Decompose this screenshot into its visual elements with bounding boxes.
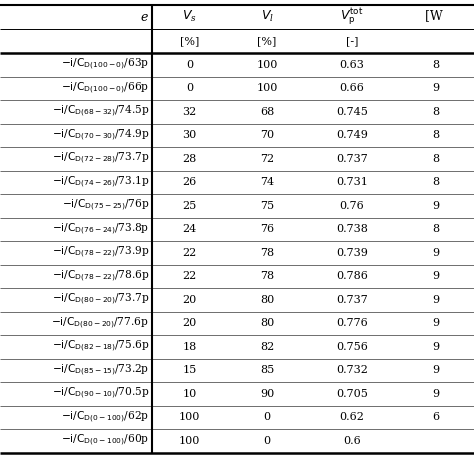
Text: 82: 82 bbox=[260, 342, 274, 352]
Text: $\mathrm{-i/C_{D(0-100)}}$/60p: $\mathrm{-i/C_{D(0-100)}}$/60p bbox=[61, 433, 149, 448]
Text: 74: 74 bbox=[260, 177, 274, 187]
Text: $\mathrm{-i/C_{D(78-22)}}$/73.9p: $\mathrm{-i/C_{D(78-22)}}$/73.9p bbox=[52, 245, 149, 260]
Text: 20: 20 bbox=[182, 295, 197, 305]
Text: 9: 9 bbox=[432, 83, 439, 93]
Text: [%]: [%] bbox=[257, 36, 277, 46]
Text: 85: 85 bbox=[260, 365, 274, 375]
Text: 80: 80 bbox=[260, 318, 274, 328]
Text: $V_\mathregular{s}$: $V_\mathregular{s}$ bbox=[182, 9, 197, 24]
Text: $\mathrm{-i/C_{D(68-32)}}$/74.5p: $\mathrm{-i/C_{D(68-32)}}$/74.5p bbox=[52, 104, 149, 119]
Text: [-]: [-] bbox=[346, 36, 358, 46]
Text: 20: 20 bbox=[182, 318, 197, 328]
Text: 70: 70 bbox=[260, 130, 274, 140]
Text: 9: 9 bbox=[432, 248, 439, 258]
Text: 0.62: 0.62 bbox=[339, 412, 365, 422]
Text: 76: 76 bbox=[260, 224, 274, 234]
Text: 100: 100 bbox=[179, 412, 200, 422]
Text: $V_\mathregular{l}$: $V_\mathregular{l}$ bbox=[261, 9, 273, 24]
Text: 90: 90 bbox=[260, 389, 274, 399]
Text: $\mathrm{-i/C_{D(70-30)}}$/74.9p: $\mathrm{-i/C_{D(70-30)}}$/74.9p bbox=[52, 128, 149, 143]
Text: 0.737: 0.737 bbox=[336, 154, 368, 164]
Text: 0.739: 0.739 bbox=[336, 248, 368, 258]
Text: 8: 8 bbox=[432, 177, 439, 187]
Text: 9: 9 bbox=[432, 365, 439, 375]
Text: 0.66: 0.66 bbox=[339, 83, 365, 93]
Text: $\mathrm{-i/C_{D(74-26)}}$/73.1p: $\mathrm{-i/C_{D(74-26)}}$/73.1p bbox=[52, 174, 149, 190]
Text: 0.6: 0.6 bbox=[343, 436, 361, 446]
Text: 0: 0 bbox=[264, 412, 271, 422]
Text: 0: 0 bbox=[186, 83, 193, 93]
Text: 0.705: 0.705 bbox=[336, 389, 368, 399]
Text: $\mathrm{-i/C_{D(0-100)}}$/62p: $\mathrm{-i/C_{D(0-100)}}$/62p bbox=[61, 410, 149, 425]
Text: $\mathrm{-i/C_{D(82-18)}}$/75.6p: $\mathrm{-i/C_{D(82-18)}}$/75.6p bbox=[52, 339, 149, 355]
Text: 100: 100 bbox=[256, 83, 278, 93]
Text: [W: [W bbox=[425, 9, 446, 22]
Text: 6: 6 bbox=[432, 412, 439, 422]
Text: 78: 78 bbox=[260, 271, 274, 281]
Text: 8: 8 bbox=[432, 107, 439, 117]
Text: 15: 15 bbox=[182, 365, 197, 375]
Text: 0.732: 0.732 bbox=[336, 365, 368, 375]
Text: 22: 22 bbox=[182, 248, 197, 258]
Text: 100: 100 bbox=[256, 60, 278, 70]
Text: $\mathrm{-i/C_{D(75-25)}}$/76p: $\mathrm{-i/C_{D(75-25)}}$/76p bbox=[62, 198, 149, 213]
Text: 0.738: 0.738 bbox=[336, 224, 368, 234]
Text: 18: 18 bbox=[182, 342, 197, 352]
Text: 24: 24 bbox=[182, 224, 197, 234]
Text: $\mathrm{-i/C_{D(80-20)}}$/77.6p: $\mathrm{-i/C_{D(80-20)}}$/77.6p bbox=[51, 316, 149, 331]
Text: 78: 78 bbox=[260, 248, 274, 258]
Text: 8: 8 bbox=[432, 130, 439, 140]
Text: 9: 9 bbox=[432, 389, 439, 399]
Text: 9: 9 bbox=[432, 271, 439, 281]
Text: 26: 26 bbox=[182, 177, 197, 187]
Text: e: e bbox=[141, 10, 148, 24]
Text: $\mathrm{-i/C_{D(76-24)}}$/73.8p: $\mathrm{-i/C_{D(76-24)}}$/73.8p bbox=[52, 221, 149, 237]
Text: 72: 72 bbox=[260, 154, 274, 164]
Text: $\mathrm{-i/C_{D(85-15)}}$/73.2p: $\mathrm{-i/C_{D(85-15)}}$/73.2p bbox=[52, 363, 149, 378]
Text: 28: 28 bbox=[182, 154, 197, 164]
Text: 9: 9 bbox=[432, 318, 439, 328]
Text: 9: 9 bbox=[432, 342, 439, 352]
Text: 30: 30 bbox=[182, 130, 197, 140]
Text: 25: 25 bbox=[182, 201, 197, 211]
Text: $V_\mathrm{p}^\mathrm{tot}$: $V_\mathrm{p}^\mathrm{tot}$ bbox=[340, 6, 364, 27]
Text: 100: 100 bbox=[179, 436, 200, 446]
Text: 68: 68 bbox=[260, 107, 274, 117]
Text: 0.737: 0.737 bbox=[336, 295, 368, 305]
Text: 0.745: 0.745 bbox=[336, 107, 368, 117]
Text: $\mathrm{-i/C_{D(100-0)}}$/66p: $\mathrm{-i/C_{D(100-0)}}$/66p bbox=[61, 81, 149, 96]
Text: 22: 22 bbox=[182, 271, 197, 281]
Text: 0: 0 bbox=[264, 436, 271, 446]
Text: 75: 75 bbox=[260, 201, 274, 211]
Text: 0.63: 0.63 bbox=[339, 60, 365, 70]
Text: 0.786: 0.786 bbox=[336, 271, 368, 281]
Text: 0.776: 0.776 bbox=[336, 318, 368, 328]
Text: 32: 32 bbox=[182, 107, 197, 117]
Text: $\mathrm{-i/C_{D(80-20)}}$/73.7p: $\mathrm{-i/C_{D(80-20)}}$/73.7p bbox=[52, 292, 149, 308]
Text: 9: 9 bbox=[432, 201, 439, 211]
Text: 8: 8 bbox=[432, 60, 439, 70]
Text: 8: 8 bbox=[432, 224, 439, 234]
Text: 0.731: 0.731 bbox=[336, 177, 368, 187]
Text: 10: 10 bbox=[182, 389, 197, 399]
Text: $\mathrm{-i/C_{D(78-22)}}$/78.6p: $\mathrm{-i/C_{D(78-22)}}$/78.6p bbox=[52, 269, 149, 284]
Text: 0: 0 bbox=[186, 60, 193, 70]
Text: 0.76: 0.76 bbox=[340, 201, 365, 211]
Text: 0.756: 0.756 bbox=[336, 342, 368, 352]
Text: 8: 8 bbox=[432, 154, 439, 164]
Text: $\mathrm{-i/C_{D(72-28)}}$/73.7p: $\mathrm{-i/C_{D(72-28)}}$/73.7p bbox=[52, 151, 149, 166]
Text: 0.749: 0.749 bbox=[336, 130, 368, 140]
Text: [%]: [%] bbox=[180, 36, 199, 46]
Text: $\mathrm{-i/C_{D(90-10)}}$/70.5p: $\mathrm{-i/C_{D(90-10)}}$/70.5p bbox=[52, 386, 149, 401]
Text: $\mathrm{-i/C_{D(100-0)}}$/63p: $\mathrm{-i/C_{D(100-0)}}$/63p bbox=[61, 57, 149, 73]
Text: 80: 80 bbox=[260, 295, 274, 305]
Text: 9: 9 bbox=[432, 295, 439, 305]
